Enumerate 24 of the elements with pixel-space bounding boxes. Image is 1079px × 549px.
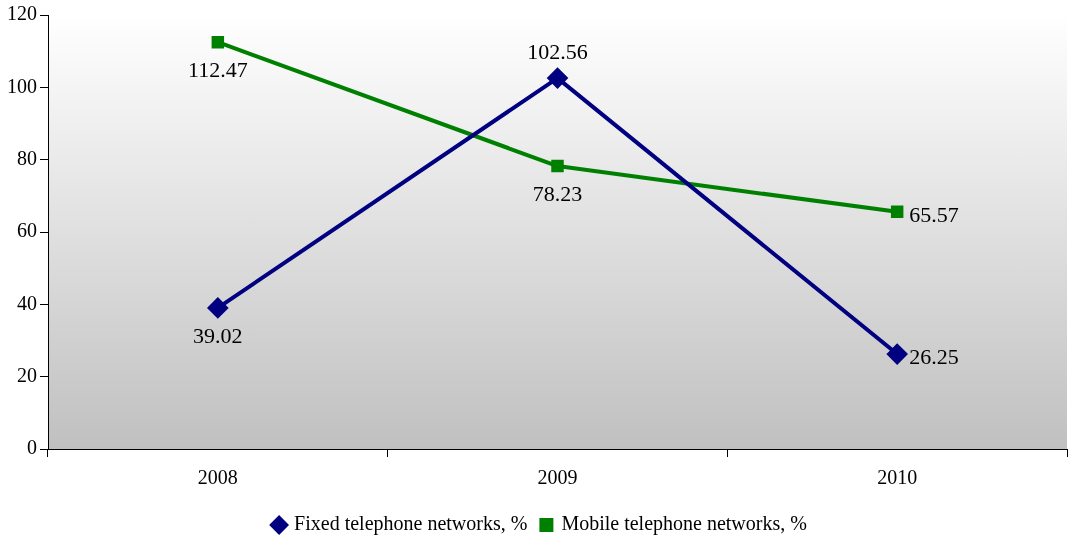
point: [887, 344, 908, 365]
point: [211, 35, 225, 49]
x-tick-label: 2010: [877, 466, 918, 489]
data-label: 26.25: [909, 343, 959, 369]
y-tick-label: 20: [17, 363, 37, 386]
point: [207, 297, 228, 318]
y-tick-label: 120: [7, 2, 37, 25]
data-label: 65.57: [909, 201, 959, 227]
data-label: 39.02: [193, 322, 243, 348]
point: [551, 159, 564, 173]
data-label: 102.56: [527, 38, 588, 64]
data-label: 112.47: [187, 57, 248, 83]
y-tick-label: 60: [17, 219, 37, 242]
legend-label: Fixed telephone networks, %: [294, 512, 528, 536]
y-tick-label: 0: [27, 436, 37, 459]
x-tick-label: 2008: [197, 466, 238, 489]
point: [890, 205, 904, 219]
legend-label: Mobile telephone networks, %: [561, 512, 807, 536]
point: [547, 68, 568, 89]
data-label: 78.23: [532, 180, 583, 206]
x-tick-label: 2009: [537, 466, 578, 489]
y-tick-label: 100: [7, 74, 37, 97]
y-tick-label: 40: [17, 291, 37, 314]
y-tick-label: 80: [17, 146, 37, 169]
